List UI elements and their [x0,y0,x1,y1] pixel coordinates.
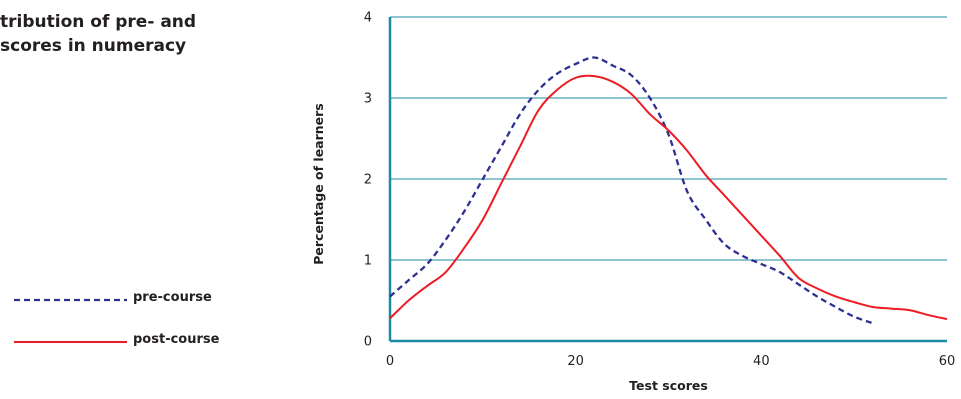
y-tick-label: 2 [364,173,372,188]
legend-label-post-course: post-course [133,332,220,347]
y-tick-label: 0 [364,335,372,350]
y-tick-label: 3 [364,92,372,107]
series-lines [389,56,948,325]
legend: pre-course post-course [0,288,260,368]
y-axis-title: Percentage of learners [311,103,326,265]
grid-lines [390,16,947,261]
legend-swatch-pre-course [14,298,127,302]
legend-item-pre-course: pre-course [0,288,260,312]
axes [388,17,947,343]
legend-swatch-post-course [14,341,127,343]
legend-label-pre-course: pre-course [133,290,212,305]
series-line-post-course [389,74,948,321]
series-line-pre-course [389,56,874,325]
y-tick-label: 4 [364,11,372,26]
figure-title-line-2: scores in numeracy [0,36,187,56]
x-axis-title: Test scores [629,378,708,393]
x-tick-label: 20 [567,354,584,369]
figure-title: tribution of pre- and scores in numeracy [0,10,260,58]
x-tick-label: 60 [939,354,956,369]
legend-item-post-course: post-course [0,330,260,354]
y-tick-label: 1 [364,254,372,269]
figure-title-line-1: tribution of pre- and [0,12,197,32]
x-tick-label: 40 [753,354,770,369]
x-tick-label: 0 [386,354,394,369]
